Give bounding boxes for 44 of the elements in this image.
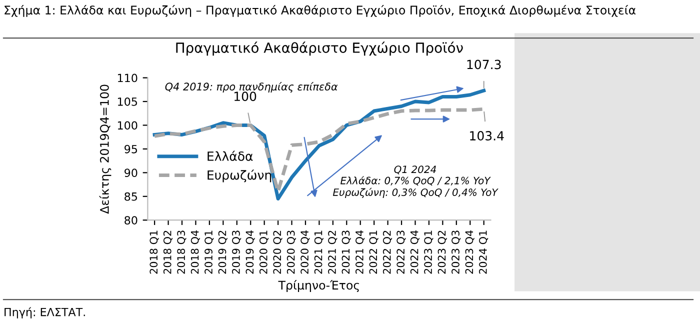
annotation: 100: [234, 92, 256, 102]
x-tick-label: 2021 Q2: [328, 230, 338, 274]
chart-title: Σχήμα 1: Ελλάδα και Ευρωζώνη – Πραγματικό Ακαθάριστο Εγχώριο Προϊόν, Εποχικά Διορθωμένα Στοιχεία: [4, 4, 636, 17]
x-tick-label: 2022 Q2: [382, 230, 392, 274]
x-tick-label: 2018 Q2: [163, 230, 172, 274]
x-tick-label: 2023 Q1: [424, 230, 434, 274]
x-tick-label: 2020 Q4: [300, 230, 310, 274]
x-tick-label: 2023 Q3: [452, 230, 461, 274]
x-tick-label: 2019 Q3: [232, 230, 242, 274]
y-tick-label: 110: [118, 74, 138, 82]
y-tick-label: 105: [118, 97, 138, 106]
x-tick-label: 2021 Q3: [342, 230, 351, 274]
y-tick-label: 85: [124, 192, 138, 201]
x-tick-label: 2023 Q2: [438, 230, 447, 274]
x-tick-label: 2018 Q1: [150, 230, 159, 274]
x-tick-label: 2019 Q4: [246, 230, 255, 274]
x-tick-label: 2024 Q1: [478, 230, 488, 274]
x-tick-label: 2021 Q1: [314, 230, 324, 274]
annotation: 103.4: [470, 131, 504, 140]
y-tick-label: 90: [124, 168, 138, 178]
chart-subtitle: Πραγματικό Ακαθάριστο Εγχώριο Προϊόν: [176, 42, 463, 56]
x-tick-label: 2019 Q1: [204, 230, 214, 274]
y-axis-title: Δείκτης 2019Q4=100: [99, 84, 112, 214]
x-tick-label: 2019 Q2: [218, 230, 228, 274]
x-tick-label: 2022 Q4: [410, 230, 420, 274]
y-tick-label: 100: [118, 121, 138, 130]
x-tick-label: 2022 Q1: [369, 230, 378, 274]
y-tick-label: 95: [124, 144, 138, 154]
x-tick-label: 2023 Q4: [465, 230, 474, 274]
legend-label: Ευρωζώνη: [208, 170, 272, 182]
text: Πηγή: ΕΛΣΤΑΤ.: [4, 307, 85, 318]
x-tick-label: 2018 Q3: [177, 230, 186, 274]
x-axis-title: Τρίμηνο-Έτος: [278, 280, 359, 292]
x-tick-label: 2020 Q1: [259, 230, 269, 274]
legend-label: Ελλάδα: [208, 150, 253, 161]
x-tick-label: 2020 Q3: [286, 230, 296, 274]
y-tick-label: 80: [124, 216, 138, 224]
annotation: Q4 2019: προ πανδημίας επίπεδα: [165, 82, 338, 93]
annotation: 107.3: [467, 60, 501, 70]
x-tick-label: 2021 Q4: [356, 230, 365, 274]
x-tick-label: 2018 Q4: [190, 230, 200, 274]
x-tick-label: 2022 Q3: [396, 230, 406, 274]
x-tick-label: 2020 Q2: [273, 230, 282, 274]
annotation: Q1 2024 Ελλάδα: 0,7% QoQ / 2,1% YoY Ευρωζώνη: 0,3% QoQ / 0,4% YoY: [332, 166, 498, 198]
